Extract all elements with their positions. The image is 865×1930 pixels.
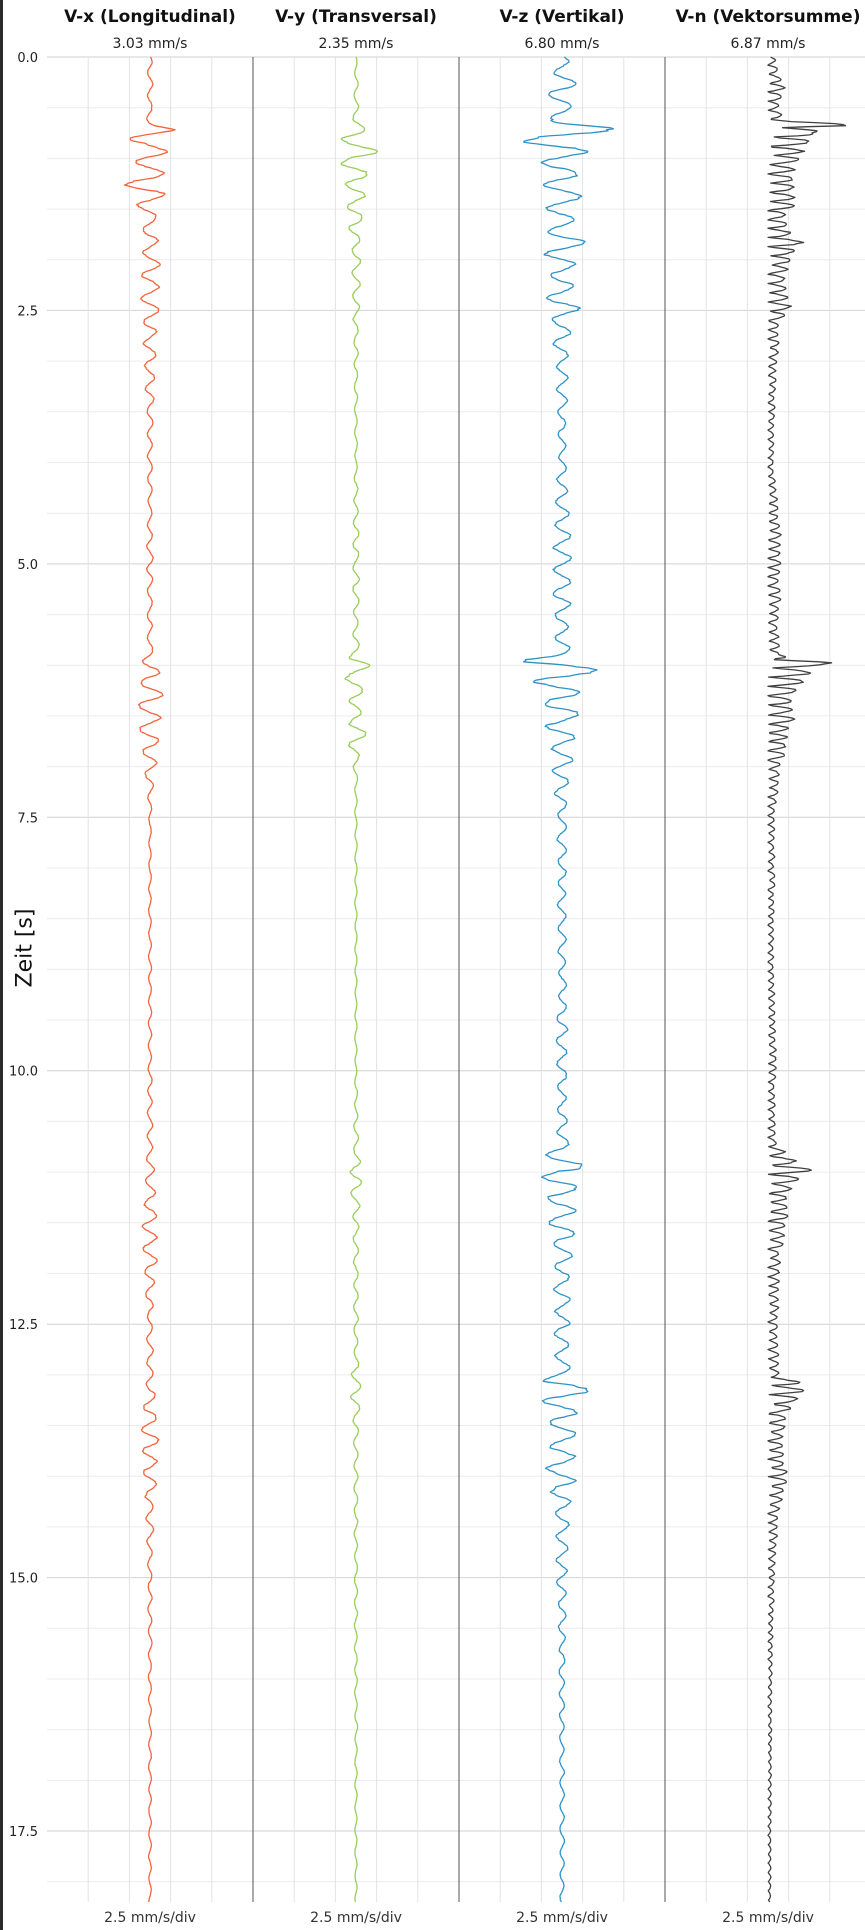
panel-title-vx: V-x (Longitudinal) — [64, 7, 236, 27]
scale-label-vn: 2.5 mm/s/div — [722, 1910, 814, 1926]
trace-vx — [123, 56, 176, 1902]
y-tick-label: 15.0 — [9, 1572, 38, 1587]
panel-header-vn: V-n (Vektorsumme) 6.87 mm/s — [665, 0, 865, 52]
scale-label-vx: 2.5 mm/s/div — [104, 1910, 196, 1926]
y-tick-label: 10.0 — [9, 1065, 38, 1080]
y-tick-label: 5.0 — [17, 558, 38, 573]
y-axis-label: Zeit [s] — [12, 908, 38, 988]
panel-dividers — [252, 57, 666, 1902]
trace-vy — [340, 56, 379, 1903]
y-tick-labels: 0.0 2.5 5.0 7.5 10.0 12.5 15.0 17.5 — [9, 51, 38, 1840]
scale-label-vy: 2.5 mm/s/div — [310, 1910, 402, 1926]
seismogram-plot: 0.0 2.5 5.0 7.5 10.0 12.5 15.0 17.5 — [9, 51, 865, 1903]
peak-value-vn: 6.87 mm/s — [730, 36, 806, 52]
panel-header-vx: V-x (Longitudinal) 3.03 mm/s — [47, 0, 253, 52]
trace-vz — [522, 56, 615, 1903]
panel-header-vy: V-y (Transversal) 2.35 mm/s — [253, 0, 459, 52]
y-tick-label: 7.5 — [17, 811, 38, 826]
y-tick-label: 2.5 — [17, 304, 38, 319]
peak-value-vy: 2.35 mm/s — [318, 36, 394, 52]
panel-header-vz: V-z (Vertikal) 6.80 mm/s — [459, 0, 665, 52]
panel-title-vy: V-y (Transversal) — [275, 7, 437, 27]
traces-layer — [123, 56, 847, 1903]
y-tick-label: 0.0 — [17, 51, 38, 66]
panel-title-vn: V-n (Vektorsumme) — [675, 7, 861, 27]
y-tick-label: 12.5 — [9, 1318, 38, 1333]
grid-layer — [47, 56, 865, 1902]
peak-value-vx: 3.03 mm/s — [112, 36, 188, 52]
scale-label-vz: 2.5 mm/s/div — [516, 1910, 608, 1926]
y-tick-label: 17.5 — [9, 1825, 38, 1840]
peak-value-vz: 6.80 mm/s — [524, 36, 600, 52]
panel-title-vz: V-z (Vertikal) — [499, 7, 625, 27]
seismogram-figure: 0.0 2.5 5.0 7.5 10.0 12.5 15.0 17.5 V-x (Longit… — [3, 0, 865, 1930]
trace-vn — [767, 56, 847, 1903]
